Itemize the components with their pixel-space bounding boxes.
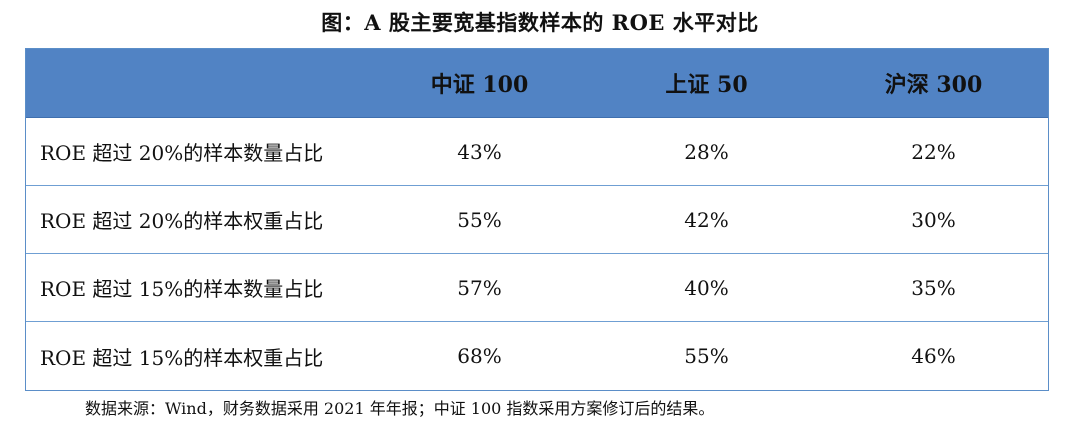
- cell-value: 57%: [457, 275, 502, 300]
- cell-value: 35%: [911, 275, 956, 300]
- source-note: 数据来源：Wind，财务数据采用 2021 年年报；中证 100 指数采用方案修…: [85, 399, 715, 418]
- table-row: ROE 超过 15%的样本权重占比 68% 55% 46%: [26, 322, 1048, 390]
- header-csi100: 中证 100: [430, 72, 529, 98]
- comparison-table: 中证 100 上证 50 沪深 300 ROE 超过 20%的样本数量占比 43…: [25, 48, 1049, 391]
- row-label: ROE 超过 20%的样本权重占比: [40, 209, 324, 233]
- cell-value: 42%: [684, 207, 729, 232]
- cell-value: 22%: [911, 139, 956, 164]
- cell-value: 40%: [684, 275, 729, 300]
- cell-value: 30%: [911, 207, 956, 232]
- table-row: ROE 超过 20%的样本数量占比 43% 28% 22%: [26, 118, 1048, 186]
- table-row: ROE 超过 20%的样本权重占比 55% 42% 30%: [26, 186, 1048, 254]
- cell-value: 46%: [911, 344, 956, 368]
- cell-value: 43%: [457, 139, 502, 164]
- table-row: ROE 超过 15%的样本数量占比 57% 40% 35%: [26, 254, 1048, 322]
- cell-value: 55%: [457, 207, 502, 232]
- row-label: ROE 超过 15%的样本权重占比: [40, 345, 324, 370]
- table-title: 图：A 股主要宽基指数样本的 ROE 水平对比: [321, 10, 759, 35]
- cell-value: 68%: [457, 344, 502, 368]
- header-csi300: 沪深 300: [884, 72, 983, 98]
- cell-value: 28%: [684, 139, 729, 164]
- row-label: ROE 超过 15%的样本数量占比: [40, 277, 324, 301]
- cell-value: 55%: [684, 344, 729, 368]
- row-label: ROE 超过 20%的样本数量占比: [40, 141, 324, 165]
- table-header-row: 中证 100 上证 50 沪深 300: [26, 49, 1048, 118]
- header-sse50: 上证 50: [665, 72, 748, 98]
